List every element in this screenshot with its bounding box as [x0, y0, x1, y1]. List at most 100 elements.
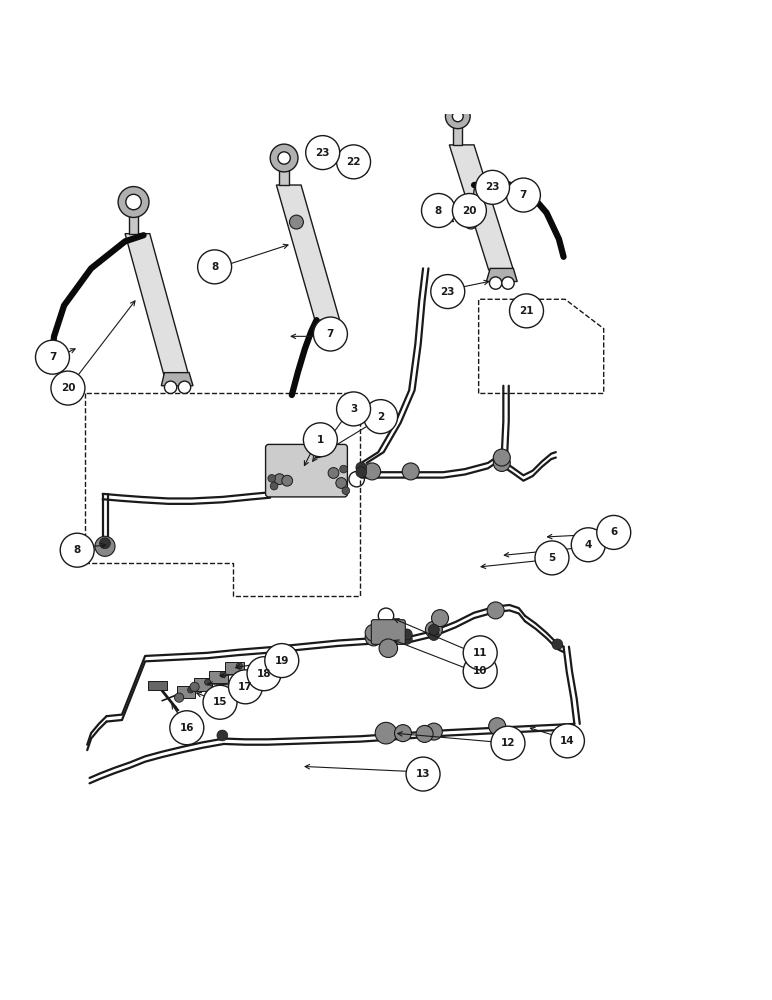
Text: 15: 15 [213, 697, 227, 707]
Circle shape [510, 294, 543, 328]
Text: 13: 13 [416, 769, 430, 779]
Polygon shape [276, 185, 340, 320]
Circle shape [178, 381, 191, 393]
Circle shape [491, 726, 525, 760]
Text: 22: 22 [347, 157, 361, 167]
Circle shape [306, 136, 340, 170]
Circle shape [217, 730, 228, 741]
Circle shape [340, 465, 347, 473]
Circle shape [364, 400, 398, 434]
Circle shape [364, 463, 381, 480]
Circle shape [60, 533, 94, 567]
Circle shape [597, 515, 631, 549]
Circle shape [336, 478, 347, 488]
Circle shape [95, 536, 115, 556]
Circle shape [328, 468, 339, 478]
Text: 12: 12 [501, 738, 515, 748]
Circle shape [268, 475, 276, 482]
Circle shape [170, 711, 204, 745]
Circle shape [489, 718, 506, 735]
Circle shape [342, 487, 350, 495]
Circle shape [229, 670, 262, 704]
FancyBboxPatch shape [266, 444, 347, 497]
Circle shape [493, 454, 510, 471]
Circle shape [278, 152, 290, 164]
Text: 10: 10 [473, 666, 487, 676]
Circle shape [265, 644, 299, 678]
Polygon shape [486, 268, 517, 282]
Polygon shape [279, 164, 289, 185]
Circle shape [489, 277, 502, 289]
Bar [225, 662, 244, 674]
Circle shape [356, 462, 367, 473]
Polygon shape [129, 208, 138, 234]
Circle shape [416, 725, 433, 742]
Circle shape [205, 679, 211, 685]
Circle shape [394, 725, 411, 742]
Circle shape [487, 602, 504, 619]
Circle shape [428, 624, 439, 635]
Circle shape [198, 250, 232, 284]
Circle shape [476, 170, 510, 204]
Circle shape [452, 111, 463, 122]
Circle shape [126, 194, 141, 210]
Text: 2: 2 [377, 412, 384, 422]
Circle shape [236, 663, 242, 669]
Circle shape [550, 724, 584, 758]
Circle shape [36, 340, 69, 374]
Circle shape [190, 682, 199, 691]
Text: 7: 7 [49, 352, 56, 362]
Circle shape [375, 722, 397, 744]
Circle shape [174, 693, 184, 702]
Circle shape [203, 685, 237, 719]
Text: 21: 21 [520, 306, 533, 316]
Circle shape [552, 639, 563, 650]
Text: 20: 20 [61, 383, 75, 393]
Circle shape [401, 634, 412, 644]
Circle shape [402, 463, 419, 480]
Polygon shape [449, 145, 513, 270]
Polygon shape [161, 373, 193, 386]
Text: 8: 8 [73, 545, 81, 555]
Polygon shape [125, 234, 188, 374]
Circle shape [274, 474, 285, 485]
Bar [209, 671, 228, 683]
Bar [194, 678, 212, 691]
Circle shape [188, 687, 194, 693]
Text: 23: 23 [441, 287, 455, 297]
Text: 1: 1 [317, 435, 324, 445]
Text: 5: 5 [548, 553, 556, 563]
Circle shape [425, 723, 442, 740]
Circle shape [422, 194, 455, 227]
Circle shape [464, 215, 478, 229]
Circle shape [290, 215, 303, 229]
Circle shape [356, 467, 367, 478]
Circle shape [432, 610, 449, 627]
Circle shape [337, 392, 371, 426]
Text: 7: 7 [327, 329, 334, 339]
Circle shape [445, 104, 470, 129]
Circle shape [51, 371, 85, 405]
Circle shape [493, 449, 510, 466]
Text: 8: 8 [211, 262, 218, 272]
Circle shape [502, 277, 514, 289]
Circle shape [313, 317, 347, 351]
Circle shape [431, 275, 465, 309]
Circle shape [535, 541, 569, 575]
Circle shape [365, 629, 382, 646]
Text: 8: 8 [435, 206, 442, 216]
Text: 4: 4 [584, 540, 592, 550]
Circle shape [220, 671, 226, 678]
Circle shape [100, 538, 110, 549]
Circle shape [270, 144, 298, 172]
Circle shape [452, 194, 486, 227]
Circle shape [401, 629, 412, 640]
Text: 20: 20 [462, 206, 476, 216]
Circle shape [337, 145, 371, 179]
Text: 18: 18 [257, 669, 271, 679]
FancyBboxPatch shape [371, 620, 405, 644]
Text: 6: 6 [610, 527, 618, 537]
Text: 23: 23 [486, 182, 499, 192]
Text: 23: 23 [316, 148, 330, 158]
Circle shape [365, 624, 382, 641]
